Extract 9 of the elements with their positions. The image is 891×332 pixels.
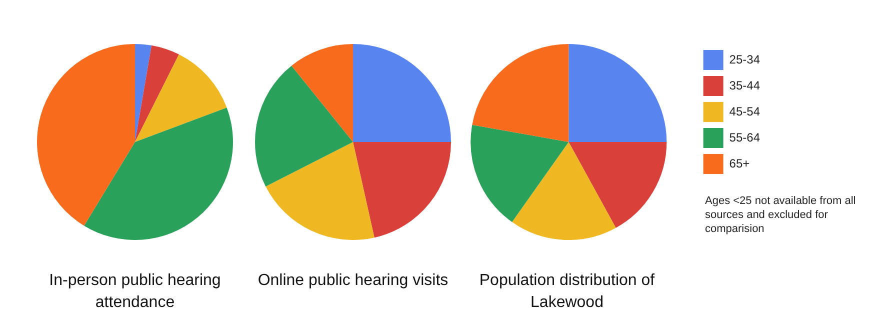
- text: Online public hearing visits: [256, 271, 450, 291]
- text: In-person public hearing attendance: [48, 271, 222, 313]
- legend-label: 65+: [729, 156, 750, 170]
- legend-label: 45-54: [729, 104, 760, 118]
- legend-label: 35-44: [729, 78, 760, 92]
- text: Population distribution of Lakewood: [478, 271, 656, 313]
- legend-label: 25-34: [729, 52, 760, 66]
- text: Ages <25 not available from all sources and excluded for comparision: [705, 194, 857, 236]
- legend-label: 55-64: [729, 130, 760, 144]
